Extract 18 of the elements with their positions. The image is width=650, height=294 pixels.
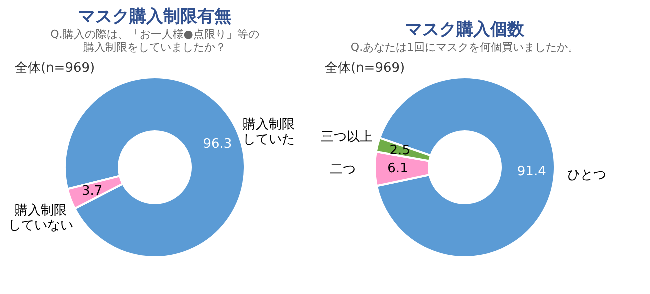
- slice-label: ひとつ: [567, 168, 606, 183]
- text: 全体(n=969): [325, 61, 406, 76]
- chart-title: マスク購入制限有無: [78, 7, 232, 27]
- chart-subtitle: Q.あなたは1回にマスクを何個買いましたか。: [350, 41, 580, 54]
- data-label: 96.3: [203, 136, 232, 152]
- data-label: 6.1: [388, 162, 408, 177]
- slice-label: 三つ以上: [320, 130, 373, 145]
- donut-slice: [376, 76, 556, 258]
- data-label: 91.4: [517, 164, 546, 180]
- chart-subtitle: Q.購入の際は、「お一人様●点限り」等の購入制限をしていましたか？: [50, 28, 260, 54]
- text: 全体(n=969): [15, 61, 96, 76]
- data-label: 3.7: [82, 184, 103, 200]
- slice-label: 購入制限していた: [243, 117, 296, 148]
- data-label: 2.5: [390, 144, 410, 159]
- slice-label: 購入制限していない: [8, 204, 74, 234]
- donut-slice: [66, 175, 124, 210]
- slice-label: 二つ: [330, 162, 356, 178]
- chart-title: マスク購入個数: [406, 20, 526, 40]
